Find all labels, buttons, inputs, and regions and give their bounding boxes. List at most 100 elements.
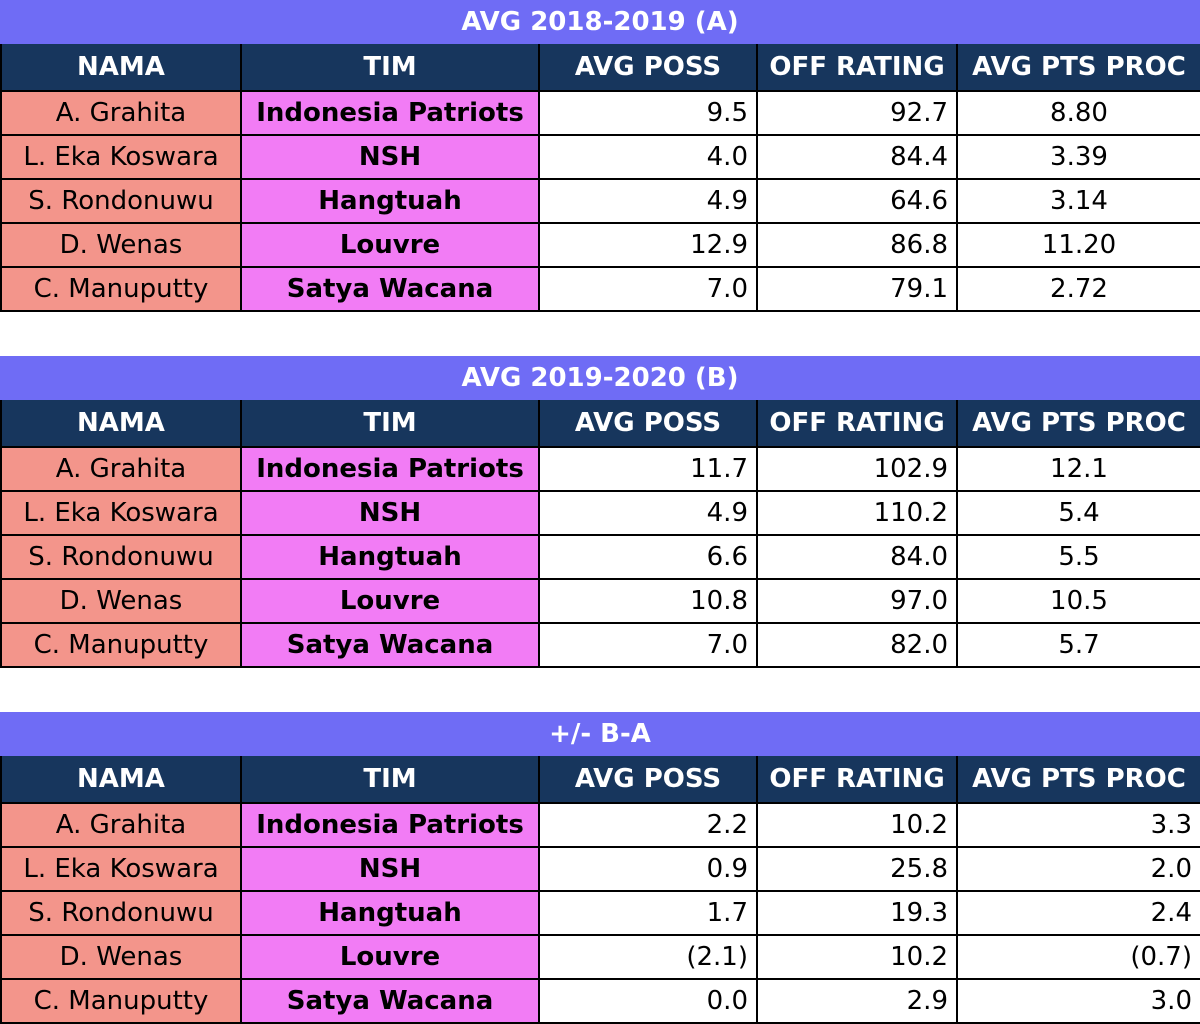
off-rating-value: 102.9 bbox=[756, 446, 958, 492]
off-rating-value: 82.0 bbox=[756, 622, 958, 668]
player-name: D. Wenas bbox=[0, 578, 242, 624]
avg-poss-value: 4.0 bbox=[538, 134, 758, 180]
table-block-difference: +/- B-A NAMA TIM AVG POSS OFF RATING AVG… bbox=[0, 712, 1200, 1024]
team-name: Indonesia Patriots bbox=[240, 446, 540, 492]
player-name: S. Rondonuwu bbox=[0, 890, 242, 936]
avg-pts-proc-value: 2.4 bbox=[956, 890, 1200, 936]
off-rating-value: 2.9 bbox=[756, 978, 958, 1024]
table-row: A. Grahita Indonesia Patriots 11.7 102.9… bbox=[0, 446, 1200, 492]
avg-pts-proc-value: 5.5 bbox=[956, 534, 1200, 580]
off-rating-value: 79.1 bbox=[756, 266, 958, 312]
player-name: L. Eka Koswara bbox=[0, 134, 242, 180]
column-header-avg-poss: AVG POSS bbox=[538, 44, 758, 92]
table-row: C. Manuputty Satya Wacana 7.0 79.1 2.72 bbox=[0, 266, 1200, 312]
avg-poss-value: 4.9 bbox=[538, 178, 758, 224]
off-rating-value: 64.6 bbox=[756, 178, 958, 224]
avg-poss-value: 6.6 bbox=[538, 534, 758, 580]
avg-pts-proc-value: 10.5 bbox=[956, 578, 1200, 624]
team-name: NSH bbox=[240, 490, 540, 536]
column-header-nama: NAMA bbox=[0, 400, 242, 448]
table-row: S. Rondonuwu Hangtuah 1.7 19.3 2.4 bbox=[0, 890, 1200, 936]
avg-pts-proc-value: 12.1 bbox=[956, 446, 1200, 492]
table-row: S. Rondonuwu Hangtuah 4.9 64.6 3.14 bbox=[0, 178, 1200, 224]
avg-pts-proc-value: 3.0 bbox=[956, 978, 1200, 1024]
player-name: L. Eka Koswara bbox=[0, 490, 242, 536]
column-header-off-rating: OFF RATING bbox=[756, 44, 958, 92]
off-rating-value: 84.4 bbox=[756, 134, 958, 180]
player-name: A. Grahita bbox=[0, 90, 242, 136]
column-header-tim: TIM bbox=[240, 756, 540, 804]
avg-pts-proc-value: 3.14 bbox=[956, 178, 1200, 224]
team-name: Indonesia Patriots bbox=[240, 90, 540, 136]
table-title: AVG 2019-2020 (B) bbox=[0, 356, 1200, 400]
avg-pts-proc-value: 11.20 bbox=[956, 222, 1200, 268]
table-row: S. Rondonuwu Hangtuah 6.6 84.0 5.5 bbox=[0, 534, 1200, 580]
column-header-avg-poss: AVG POSS bbox=[538, 400, 758, 448]
table-title: AVG 2018-2019 (A) bbox=[0, 0, 1200, 44]
avg-pts-proc-value: 2.0 bbox=[956, 846, 1200, 892]
off-rating-value: 10.2 bbox=[756, 802, 958, 848]
table-title: +/- B-A bbox=[0, 712, 1200, 756]
team-name: Louvre bbox=[240, 578, 540, 624]
off-rating-value: 25.8 bbox=[756, 846, 958, 892]
player-name: D. Wenas bbox=[0, 222, 242, 268]
off-rating-value: 10.2 bbox=[756, 934, 958, 980]
table-row: L. Eka Koswara NSH 4.9 110.2 5.4 bbox=[0, 490, 1200, 536]
avg-poss-value: 4.9 bbox=[538, 490, 758, 536]
table-block-2018-2019: AVG 2018-2019 (A) NAMA TIM AVG POSS OFF … bbox=[0, 0, 1200, 312]
team-name: Satya Wacana bbox=[240, 622, 540, 668]
player-name: A. Grahita bbox=[0, 446, 242, 492]
column-header-nama: NAMA bbox=[0, 756, 242, 804]
column-header-tim: TIM bbox=[240, 44, 540, 92]
team-name: Hangtuah bbox=[240, 890, 540, 936]
player-name: C. Manuputty bbox=[0, 266, 242, 312]
team-name: Indonesia Patriots bbox=[240, 802, 540, 848]
avg-pts-proc-value: 3.3 bbox=[956, 802, 1200, 848]
stats-table: NAMA TIM AVG POSS OFF RATING AVG PTS PRO… bbox=[0, 400, 1200, 668]
avg-poss-value: (2.1) bbox=[538, 934, 758, 980]
player-name: S. Rondonuwu bbox=[0, 534, 242, 580]
team-name: NSH bbox=[240, 134, 540, 180]
table-row: D. Wenas Louvre 12.9 86.8 11.20 bbox=[0, 222, 1200, 268]
avg-poss-value: 0.9 bbox=[538, 846, 758, 892]
stats-table: NAMA TIM AVG POSS OFF RATING AVG PTS PRO… bbox=[0, 756, 1200, 1024]
avg-pts-proc-value: 2.72 bbox=[956, 266, 1200, 312]
header-row: NAMA TIM AVG POSS OFF RATING AVG PTS PRO… bbox=[0, 44, 1200, 92]
column-header-avg-pts-proc: AVG PTS PROC bbox=[956, 44, 1200, 92]
header-row: NAMA TIM AVG POSS OFF RATING AVG PTS PRO… bbox=[0, 756, 1200, 804]
table-row: L. Eka Koswara NSH 4.0 84.4 3.39 bbox=[0, 134, 1200, 180]
off-rating-value: 19.3 bbox=[756, 890, 958, 936]
table-row: A. Grahita Indonesia Patriots 2.2 10.2 3… bbox=[0, 802, 1200, 848]
avg-poss-value: 0.0 bbox=[538, 978, 758, 1024]
team-name: NSH bbox=[240, 846, 540, 892]
off-rating-value: 84.0 bbox=[756, 534, 958, 580]
column-header-nama: NAMA bbox=[0, 44, 242, 92]
off-rating-value: 97.0 bbox=[756, 578, 958, 624]
avg-poss-value: 1.7 bbox=[538, 890, 758, 936]
table-row: D. Wenas Louvre 10.8 97.0 10.5 bbox=[0, 578, 1200, 624]
off-rating-value: 110.2 bbox=[756, 490, 958, 536]
player-name: D. Wenas bbox=[0, 934, 242, 980]
column-header-avg-pts-proc: AVG PTS PROC bbox=[956, 400, 1200, 448]
column-header-avg-pts-proc: AVG PTS PROC bbox=[956, 756, 1200, 804]
off-rating-value: 86.8 bbox=[756, 222, 958, 268]
off-rating-value: 92.7 bbox=[756, 90, 958, 136]
table-block-2019-2020: AVG 2019-2020 (B) NAMA TIM AVG POSS OFF … bbox=[0, 356, 1200, 668]
avg-poss-value: 12.9 bbox=[538, 222, 758, 268]
team-name: Hangtuah bbox=[240, 534, 540, 580]
avg-pts-proc-value: (0.7) bbox=[956, 934, 1200, 980]
player-name: S. Rondonuwu bbox=[0, 178, 242, 224]
avg-poss-value: 2.2 bbox=[538, 802, 758, 848]
table-row: D. Wenas Louvre (2.1) 10.2 (0.7) bbox=[0, 934, 1200, 980]
player-name: C. Manuputty bbox=[0, 978, 242, 1024]
column-header-tim: TIM bbox=[240, 400, 540, 448]
column-header-avg-poss: AVG POSS bbox=[538, 756, 758, 804]
team-name: Satya Wacana bbox=[240, 266, 540, 312]
avg-poss-value: 11.7 bbox=[538, 446, 758, 492]
avg-poss-value: 7.0 bbox=[538, 266, 758, 312]
player-name: A. Grahita bbox=[0, 802, 242, 848]
avg-poss-value: 7.0 bbox=[538, 622, 758, 668]
team-name: Hangtuah bbox=[240, 178, 540, 224]
table-row: C. Manuputty Satya Wacana 0.0 2.9 3.0 bbox=[0, 978, 1200, 1024]
avg-poss-value: 9.5 bbox=[538, 90, 758, 136]
